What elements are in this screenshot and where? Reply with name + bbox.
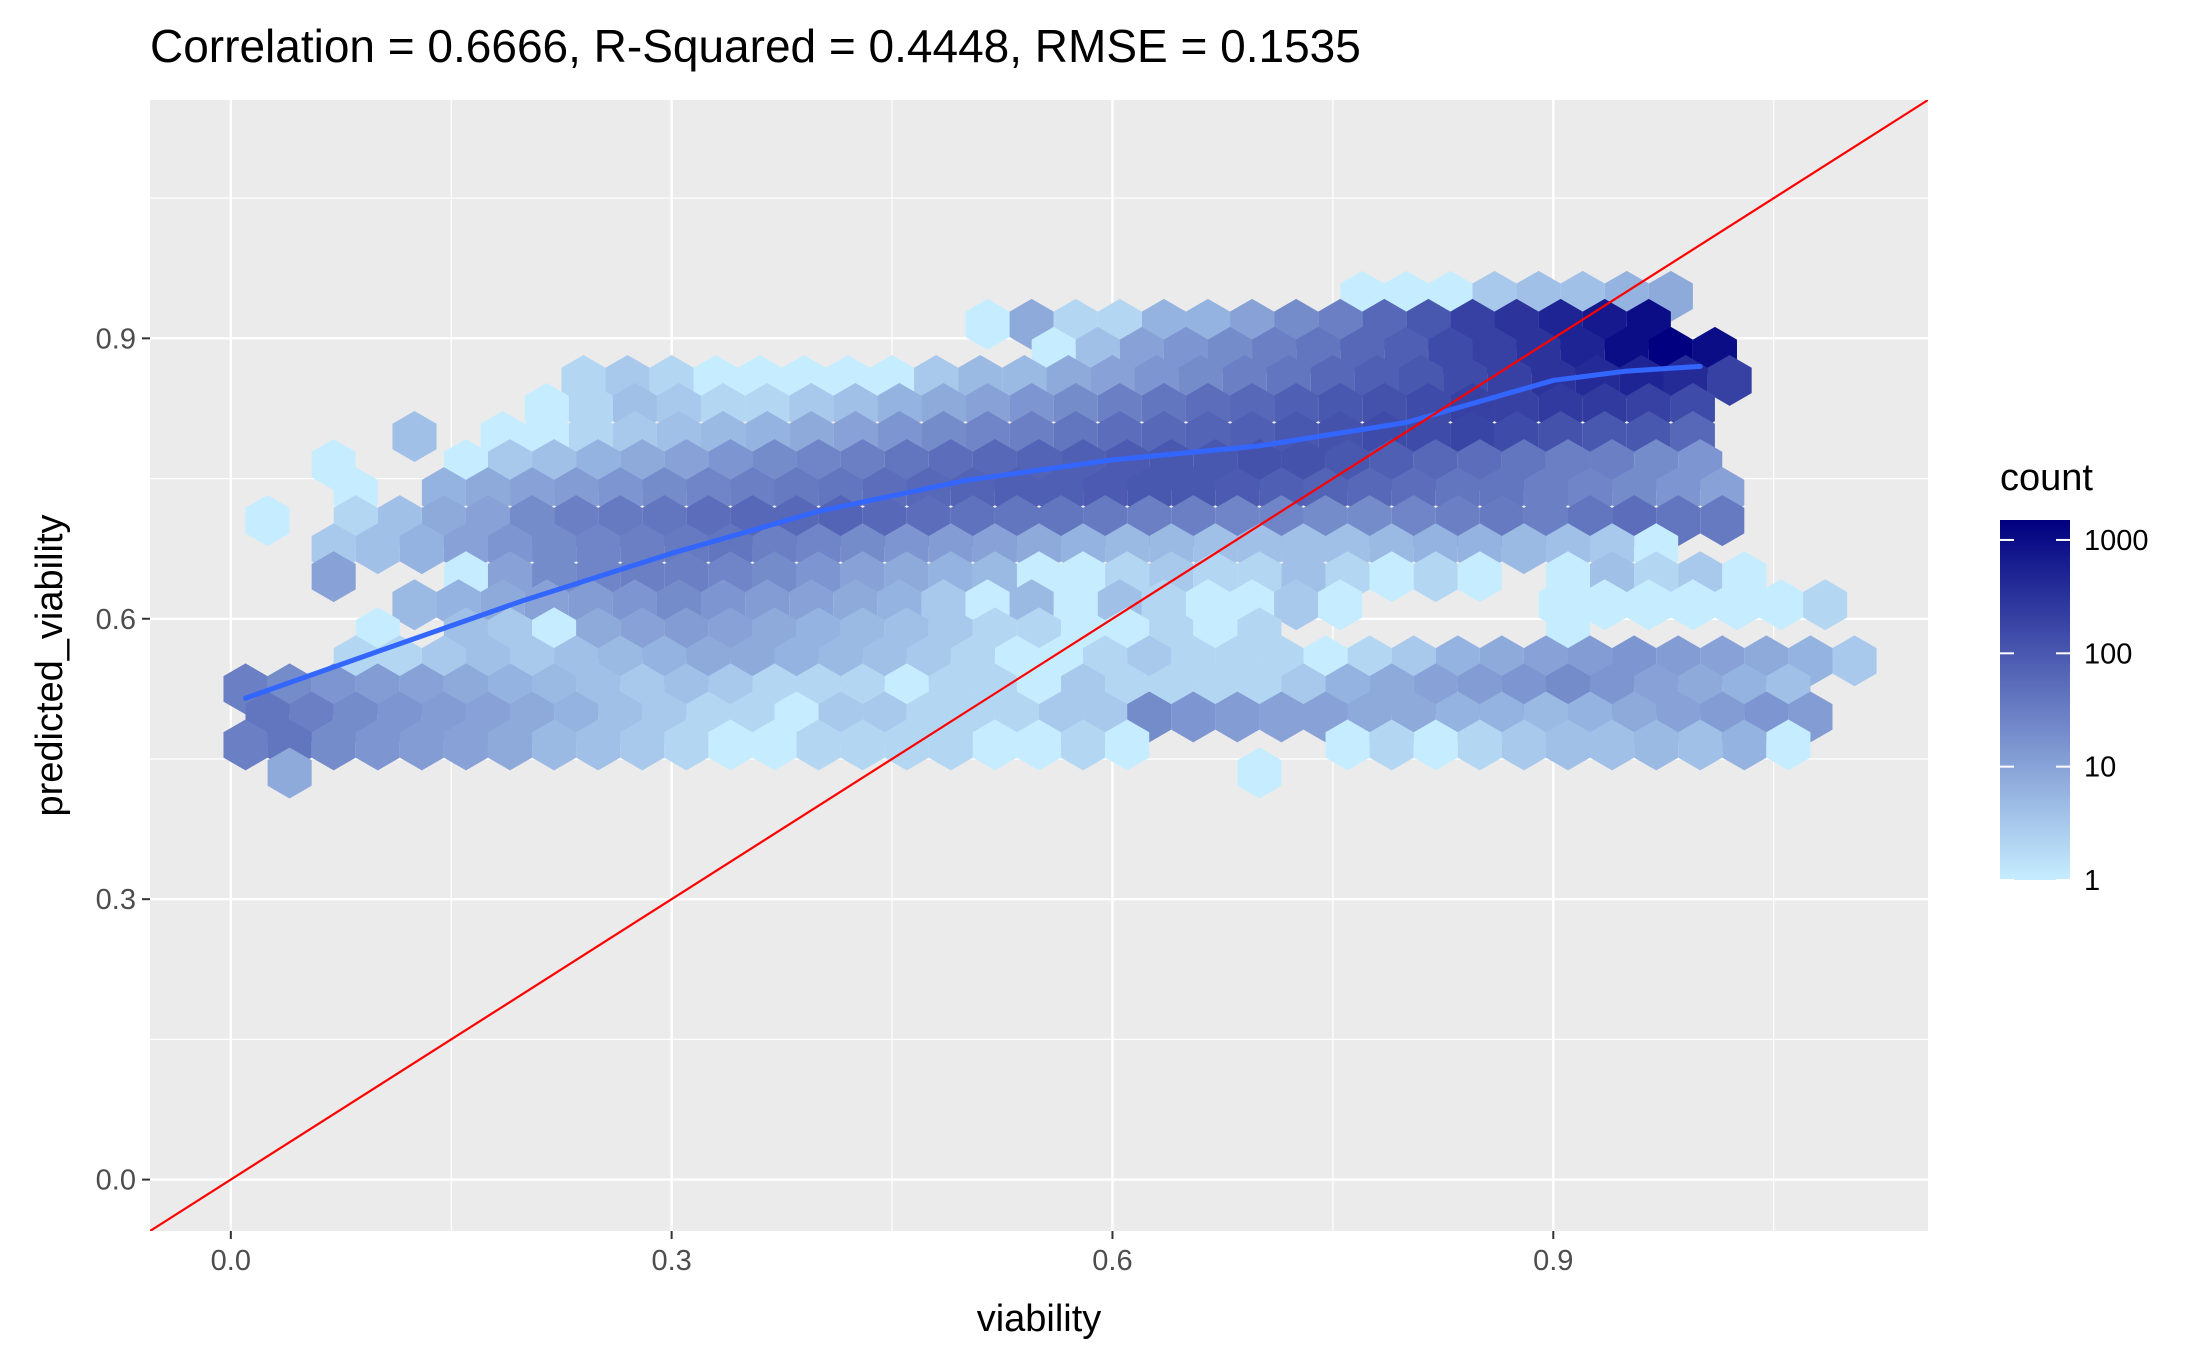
hex-bin [1413, 551, 1458, 603]
hex-bin [1105, 719, 1150, 771]
y-axis-title: predicted_viability [29, 514, 71, 816]
legend-break-label: 100 [2084, 638, 2132, 670]
smooth-line [243, 363, 1703, 701]
hex-bin [1457, 719, 1502, 771]
hex-bin [620, 719, 665, 771]
hex-bin [311, 551, 356, 603]
hex-bin [708, 719, 753, 771]
y-tick-label: 0.6 [96, 604, 136, 636]
x-tick-label: 0.3 [651, 1245, 691, 1277]
y-tick-label: 0.0 [96, 1165, 136, 1197]
legend-colorbar [2000, 520, 2070, 880]
hex-bin [1318, 579, 1363, 631]
hex-bin [1171, 691, 1216, 743]
hex-bin [1634, 719, 1679, 771]
hex-bin [1803, 579, 1848, 631]
hex-bin [1501, 719, 1546, 771]
hex-bin [443, 719, 488, 771]
identity-line [150, 100, 1928, 1231]
overlay-lines [150, 100, 1928, 1231]
hex-bin [972, 719, 1017, 771]
legend-break-label: 1 [2084, 865, 2100, 897]
hex-bin [576, 719, 621, 771]
x-tick-label: 0.9 [1533, 1245, 1573, 1277]
hex-bin [796, 719, 841, 771]
hex-bin [1259, 691, 1304, 743]
hex-bin [928, 719, 973, 771]
hex-bin [1501, 523, 1546, 575]
hex-bin [399, 719, 444, 771]
count-legend: count 1 10 100 1000 [2000, 457, 2149, 897]
hex-bin [532, 719, 577, 771]
x-axis: 0.0 0.3 0.6 0.9 [211, 1231, 1573, 1277]
hex-bin [1274, 579, 1319, 631]
hex-bin [1678, 719, 1723, 771]
legend-break-label: 10 [2084, 752, 2116, 784]
hex-bin [1759, 579, 1804, 631]
hex-bin [1582, 579, 1627, 631]
hex-bin [1590, 719, 1635, 771]
hex-bin [1016, 719, 1062, 771]
hex-bin [1670, 579, 1715, 631]
hex-bin [1626, 579, 1671, 631]
hex-bin [267, 747, 312, 799]
hex-bin [752, 719, 797, 771]
legend-ticks: 1 10 100 1000 [2000, 525, 2149, 897]
legend-title: count [2000, 457, 2093, 499]
hex-bin [355, 523, 400, 575]
y-tick-label: 0.9 [96, 323, 136, 355]
hex-bin [1413, 719, 1458, 771]
hex-bin [355, 719, 400, 771]
legend-break-label: 1000 [2084, 525, 2149, 557]
hex-bin [487, 719, 533, 771]
hex-bin [1215, 691, 1260, 743]
hex-bin [311, 719, 356, 771]
hex-bin [1061, 719, 1106, 771]
hex-bin [1457, 551, 1502, 603]
x-tick-label: 0.0 [211, 1245, 251, 1277]
hex-bin [840, 719, 885, 771]
hex-bin [399, 523, 444, 575]
hex-bin [1237, 747, 1282, 799]
hex-bin [1714, 579, 1760, 631]
hex-bin [392, 411, 437, 462]
y-tick-label: 0.3 [96, 884, 136, 916]
hex-bin [1369, 551, 1414, 603]
hex-bin [1707, 354, 1752, 406]
hex-bin [392, 579, 437, 631]
hex-bin [1369, 719, 1414, 771]
hex-bin [1700, 495, 1745, 547]
y-axis: 0.0 0.3 0.6 0.9 [96, 323, 150, 1197]
hex-bin [1325, 719, 1370, 771]
chart-title: Correlation = 0.6666, R-Squared = 0.4448… [150, 20, 1361, 72]
x-axis-title: viability [977, 1298, 1102, 1340]
hex-bin [1722, 719, 1767, 771]
hex-bin [245, 495, 290, 547]
hex-bin [664, 719, 709, 771]
hex-bin [1545, 719, 1591, 771]
hex-bin [1832, 635, 1877, 687]
x-tick-label: 0.6 [1092, 1245, 1132, 1277]
hex-bin [1766, 719, 1811, 771]
hex-bin [965, 298, 1010, 350]
hex-bin [223, 719, 268, 771]
